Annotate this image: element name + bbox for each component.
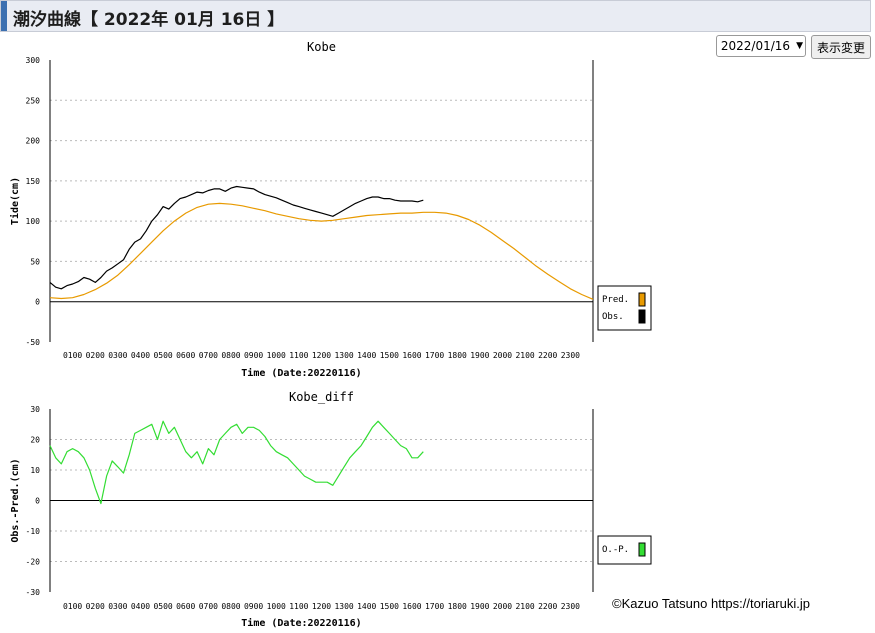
page-header: 潮汐曲線【 2022年 01月 16日 】: [0, 0, 871, 32]
chart-title: Kobe: [307, 40, 336, 54]
x-tick-label: 0900: [244, 351, 263, 360]
series-line-obs: [49, 185, 424, 290]
date-controls: 2022/01/16 ▼ 表示変更: [715, 35, 871, 59]
y-tick-label: 0: [35, 298, 40, 307]
x-tick-label: 2100: [515, 351, 534, 360]
x-tick-label: 1200: [312, 602, 331, 611]
x-tick-label: 0200: [86, 602, 105, 611]
x-tick-label: 0300: [108, 602, 127, 611]
y-tick-label: -10: [26, 527, 41, 536]
y-tick-label: 250: [26, 96, 41, 105]
x-tick-label: 1900: [470, 351, 489, 360]
x-tick-label: 1000: [267, 351, 286, 360]
y-tick-label: 0: [35, 497, 40, 506]
y-tick-label: -20: [26, 558, 41, 567]
date-select[interactable]: 2022/01/16 ▼: [715, 35, 806, 57]
x-tick-label: 1200: [312, 351, 331, 360]
legend-label: Obs.: [602, 312, 624, 322]
x-tick-label: 2300: [561, 351, 580, 360]
x-tick-label: 0800: [221, 351, 240, 360]
x-tick-label: 2100: [515, 602, 534, 611]
x-tick-label: 0800: [221, 602, 240, 611]
x-axis-label: Time (Date:20220116): [241, 617, 361, 629]
y-tick-label: -30: [26, 588, 41, 597]
x-tick-label: 0600: [176, 602, 195, 611]
y-axis-label: Obs.-Pred.(cm): [10, 458, 21, 542]
x-tick-label: 1300: [334, 351, 353, 360]
legend-swatch: [638, 292, 646, 307]
x-tick-label: 1700: [425, 351, 444, 360]
x-tick-label: 0100: [63, 351, 82, 360]
y-tick-label: 150: [26, 177, 41, 186]
x-tick-label: 1100: [289, 602, 308, 611]
x-tick-label: 1500: [380, 351, 399, 360]
page-title: 潮汐曲線【 2022年 01月 16日 】: [13, 10, 285, 30]
legend-swatch: [638, 542, 646, 557]
y-tick-label: 30: [30, 405, 40, 414]
x-tick-label: 1600: [402, 602, 421, 611]
header-accent-bar: [1, 1, 7, 31]
legend-box: [597, 285, 652, 331]
x-tick-label: 2300: [561, 602, 580, 611]
x-tick-label: 0500: [153, 351, 172, 360]
x-tick-label: 1800: [448, 602, 467, 611]
legend-label: Pred.: [602, 295, 629, 305]
x-tick-label: 0200: [86, 351, 105, 360]
y-tick-label: 20: [30, 436, 40, 445]
x-tick-label: 1000: [267, 602, 286, 611]
y-tick-label: 200: [26, 137, 41, 146]
x-tick-label: 0300: [108, 351, 127, 360]
x-tick-label: 0100: [63, 602, 82, 611]
date-select-value: 2022/01/16: [720, 39, 791, 53]
x-tick-label: 1900: [470, 602, 489, 611]
y-tick-label: 50: [30, 257, 40, 266]
x-tick-label: 2200: [538, 351, 557, 360]
x-tick-label: 1500: [380, 602, 399, 611]
x-axis-label: Time (Date:20220116): [241, 367, 361, 379]
x-tick-label: 1400: [357, 602, 376, 611]
copyright-credit: ©Kazuo Tatsuno https://toriaruki.jp: [612, 596, 810, 611]
show-change-button[interactable]: 表示変更: [810, 35, 871, 59]
x-tick-label: 1600: [402, 351, 421, 360]
y-tick-label: 100: [26, 217, 41, 226]
x-tick-label: 0700: [199, 351, 218, 360]
x-tick-label: 1300: [334, 602, 353, 611]
y-tick-label: 10: [30, 466, 40, 475]
chevron-down-icon: ▼: [796, 41, 803, 51]
legend-label: O.-P.: [602, 545, 629, 555]
series-line-op: [49, 420, 424, 505]
x-tick-label: 0700: [199, 602, 218, 611]
x-tick-label: 2200: [538, 602, 557, 611]
x-tick-label: 0900: [244, 602, 263, 611]
x-tick-label: 2000: [493, 602, 512, 611]
series-line-pred: [49, 202, 594, 300]
x-tick-label: 0400: [131, 602, 150, 611]
y-tick-label: 300: [26, 56, 41, 65]
x-tick-label: 0600: [176, 351, 195, 360]
y-axis-label: Tide(cm): [9, 177, 21, 225]
x-tick-label: 0500: [153, 602, 172, 611]
chart-title: Kobe_diff: [289, 390, 354, 404]
x-tick-label: 1400: [357, 351, 376, 360]
x-tick-label: 0400: [131, 351, 150, 360]
x-tick-label: 1800: [448, 351, 467, 360]
legend-box: [597, 535, 652, 565]
legend-swatch: [638, 309, 646, 324]
x-tick-label: 2000: [493, 351, 512, 360]
x-tick-label: 1100: [289, 351, 308, 360]
y-tick-label: -50: [26, 338, 41, 347]
x-tick-label: 1700: [425, 602, 444, 611]
